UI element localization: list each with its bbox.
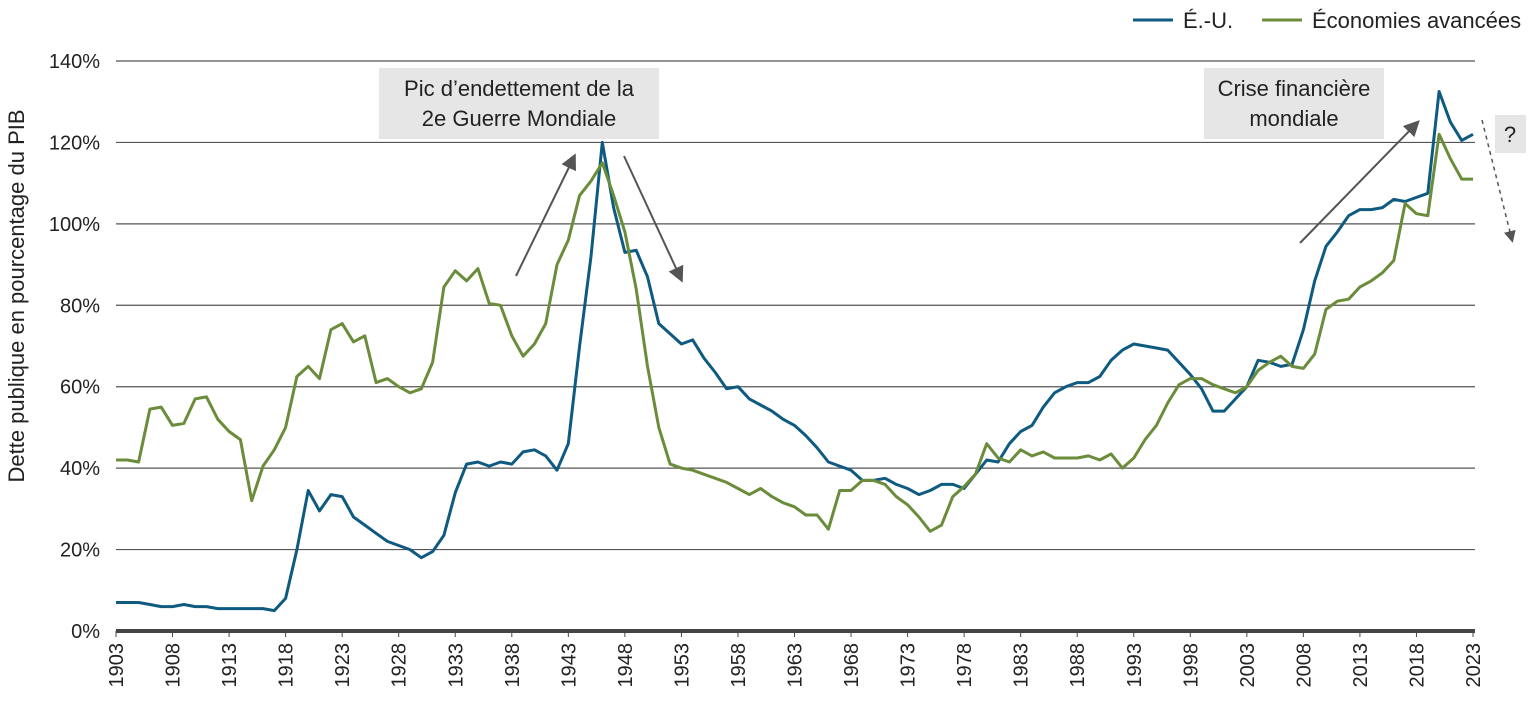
x-tick-label: 1933 bbox=[445, 643, 467, 688]
y-tick-label: 20% bbox=[60, 540, 100, 562]
annotation-box bbox=[1495, 115, 1526, 153]
x-tick-label: 1993 bbox=[1124, 643, 1146, 688]
annotation: 2e Guerre Mondiale bbox=[422, 106, 616, 131]
y-axis-label: Dette publique en pourcentage du PIB bbox=[4, 109, 29, 482]
x-tick-label: 2013 bbox=[1350, 643, 1372, 688]
annotation: mondiale bbox=[1249, 106, 1338, 131]
annotation: Crise financière bbox=[1218, 76, 1371, 101]
x-tick-label: 1953 bbox=[671, 643, 693, 688]
x-tick-label: 1918 bbox=[276, 643, 298, 688]
y-tick-label: 0% bbox=[71, 621, 100, 643]
annotation: ? bbox=[1504, 122, 1516, 147]
series-line bbox=[116, 132, 1473, 533]
annotation-box bbox=[379, 68, 659, 139]
y-tick-label: 120% bbox=[49, 132, 100, 154]
annotation-box bbox=[1204, 68, 1384, 139]
x-tick-label: 1973 bbox=[898, 643, 920, 688]
x-tick-label: 1998 bbox=[1180, 643, 1202, 688]
x-tick-label: 2018 bbox=[1406, 643, 1428, 688]
y-tick-label: 100% bbox=[49, 214, 100, 236]
legend-label: É.-U. bbox=[1183, 8, 1233, 33]
annotation: Pic d’endettement de la bbox=[404, 76, 635, 101]
series-line bbox=[116, 90, 1474, 613]
y-tick-label: 40% bbox=[60, 458, 100, 480]
x-tick-label: 1938 bbox=[502, 643, 524, 688]
y-tick-label: 140% bbox=[49, 51, 100, 73]
x-tick-label: 1988 bbox=[1067, 643, 1089, 688]
x-tick-label: 2023 bbox=[1463, 643, 1485, 688]
x-tick-label: 2008 bbox=[1293, 643, 1315, 688]
x-tick-label: 1908 bbox=[163, 643, 185, 688]
y-tick-label: 60% bbox=[60, 377, 100, 399]
arrow bbox=[515, 153, 576, 277]
x-tick-label: 1928 bbox=[389, 643, 411, 688]
x-tick-label: 1948 bbox=[615, 643, 637, 688]
y-tick-label: 80% bbox=[60, 295, 100, 317]
x-tick-label: 1943 bbox=[558, 643, 580, 688]
x-tick-label: 1983 bbox=[1011, 643, 1033, 688]
x-tick-label: 1968 bbox=[841, 643, 863, 688]
x-tick-label: 1913 bbox=[219, 643, 241, 688]
arrows bbox=[515, 119, 1516, 283]
x-tick-label: 1903 bbox=[106, 643, 128, 688]
x-tick-label: 2003 bbox=[1237, 643, 1259, 688]
x-tick-label: 1963 bbox=[785, 643, 807, 688]
x-tick-label: 1978 bbox=[954, 643, 976, 688]
x-tick-label: 1958 bbox=[728, 643, 750, 688]
x-tick-label: 1923 bbox=[332, 643, 354, 688]
arrow bbox=[623, 155, 684, 283]
legend-label: Économies avancées bbox=[1312, 8, 1521, 33]
